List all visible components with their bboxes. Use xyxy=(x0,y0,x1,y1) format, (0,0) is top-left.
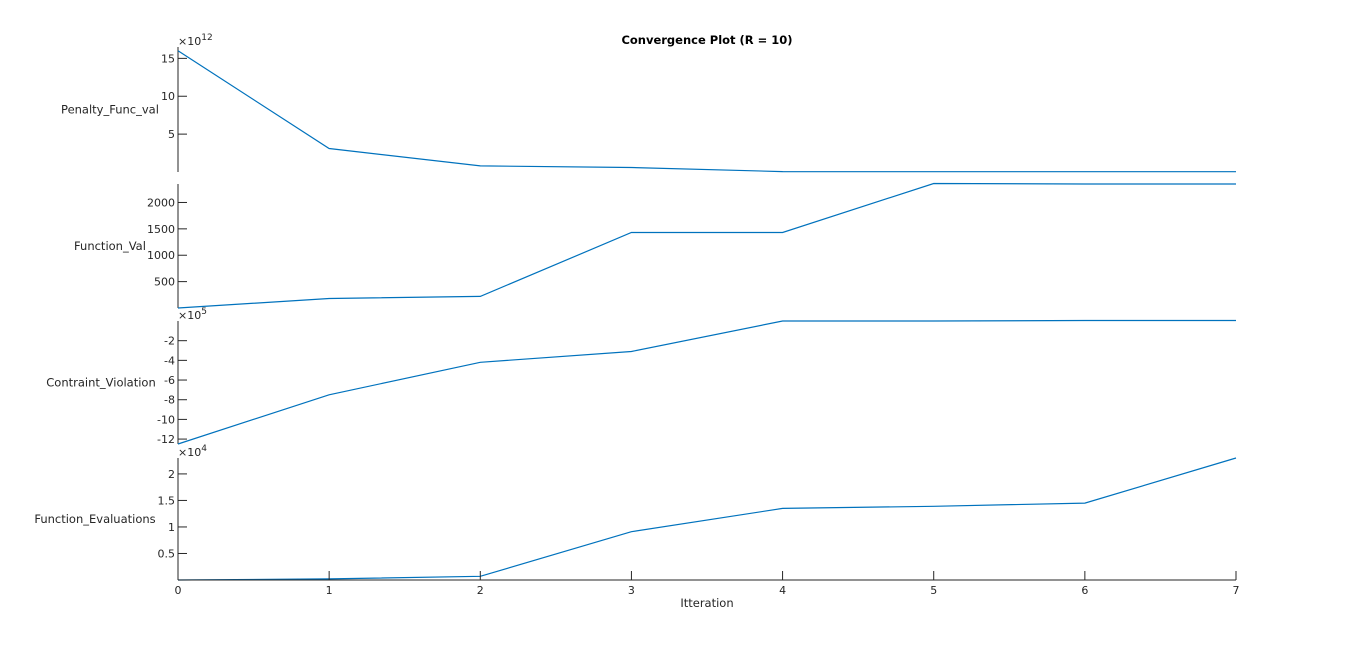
y-tick-label: 2 xyxy=(168,468,175,481)
y-tick-label: -8 xyxy=(164,394,175,407)
panel-4: 0.5 1 1.5 2×104 Function_Evaluations xyxy=(34,444,1237,581)
x-tick-label: 6 xyxy=(1081,584,1088,597)
y-tick-label: 15 xyxy=(161,52,175,65)
y-tick-label: 1.5 xyxy=(158,494,176,507)
series-line xyxy=(177,457,1237,581)
y-exponent-label: ×105 xyxy=(178,307,207,322)
x-tick-label: 0 xyxy=(175,584,182,597)
y-tick-label: 10 xyxy=(161,90,175,103)
y-tick-label: -10 xyxy=(157,413,175,426)
y-tick-label: 2000 xyxy=(147,196,175,209)
chart-title: Convergence Plot (R = 10) xyxy=(621,33,792,47)
y-tick-label: 0.5 xyxy=(158,547,176,560)
y-tick-label: 1 xyxy=(168,521,175,534)
x-tick-label: 4 xyxy=(779,584,786,597)
y-axis-label: Penalty_Func_val xyxy=(61,103,159,117)
y-axis-label: Function_Val xyxy=(74,239,146,253)
y-tick-label: 5 xyxy=(168,128,175,141)
x-axis: 0 1 2 3 4 5 6 7 xyxy=(175,571,1240,597)
x-tick-label: 7 xyxy=(1233,584,1240,597)
y-exponent-label: ×1012 xyxy=(178,33,213,48)
x-axis-label: Itteration xyxy=(680,596,733,610)
y-tick-label: -12 xyxy=(157,433,175,446)
panel-2: 500 1000 1500 2000 Function_Val xyxy=(74,182,1237,309)
y-tick-label: -6 xyxy=(164,374,175,387)
x-tick-label: 2 xyxy=(477,584,484,597)
x-tick-label: 5 xyxy=(930,584,937,597)
y-tick-label: -4 xyxy=(164,354,175,367)
y-exponent-label: ×104 xyxy=(178,444,207,459)
x-tick-label: 1 xyxy=(326,584,333,597)
x-tick-label: 3 xyxy=(628,584,635,597)
panel-1: 5 10 15×1012 Penalty_Func_val xyxy=(61,33,1237,173)
y-axis-label: Function_Evaluations xyxy=(34,512,155,526)
y-tick-label: 1000 xyxy=(147,249,175,262)
panel-3: -12 -10 -8 -6 -4 -2×105 Contraint_Violation xyxy=(46,307,1237,446)
y-axis-label: Contraint_Violation xyxy=(46,376,156,390)
series-line xyxy=(177,50,1236,173)
y-tick-label: 1500 xyxy=(147,223,175,236)
panels-layer: 51015×1012Penalty_Func_val50010001500200… xyxy=(34,33,1239,597)
series-line xyxy=(177,319,1236,445)
series-line xyxy=(177,182,1236,309)
y-tick-label: 500 xyxy=(154,276,175,289)
y-tick-label: -2 xyxy=(164,335,175,348)
